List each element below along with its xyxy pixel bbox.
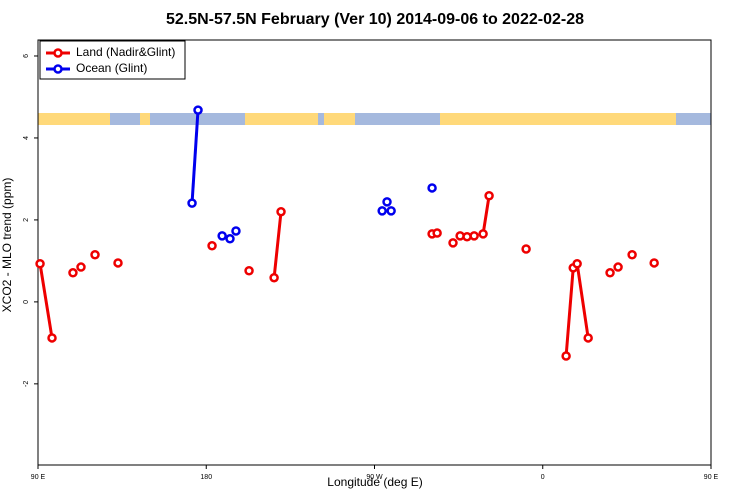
y-tick-label: 2	[23, 218, 30, 222]
legend-box	[39, 40, 186, 80]
point	[521, 244, 531, 254]
legend-marker	[53, 64, 63, 74]
x-tick-label: 90 E	[704, 474, 719, 481]
point	[225, 234, 235, 244]
point	[187, 198, 197, 208]
point	[561, 351, 571, 361]
point	[90, 250, 100, 260]
y-tick-label: 6	[23, 54, 30, 58]
point	[627, 250, 637, 260]
legend-label: Land (Nadir&Glint)	[76, 45, 175, 59]
point	[605, 268, 615, 278]
chart-title: 52.5N-57.5N February (Ver 10) 2014-09-06…	[166, 11, 584, 28]
point	[478, 229, 488, 239]
point	[484, 190, 494, 201]
point	[68, 268, 78, 278]
point	[231, 226, 241, 236]
point	[113, 258, 123, 268]
point	[649, 258, 659, 268]
legend-label: Ocean (Glint)	[76, 61, 147, 75]
x-tick-label: 90 W	[366, 474, 383, 481]
point	[276, 206, 286, 217]
point	[217, 231, 227, 241]
point	[244, 265, 254, 276]
series-line	[40, 196, 654, 356]
y-tick-label: 0	[23, 300, 30, 304]
x-axis-label: Longitude (deg E)	[327, 475, 422, 489]
point	[269, 272, 279, 283]
point	[583, 333, 593, 343]
point	[76, 262, 86, 272]
point	[207, 240, 217, 251]
y-tick-label: -2	[23, 381, 30, 387]
point	[572, 259, 582, 269]
point	[382, 197, 392, 207]
point	[386, 206, 396, 216]
x-tick-label: 0	[541, 474, 545, 481]
plot-frame	[37, 39, 712, 466]
y-axis-label: XCO2 - MLO trend (ppm)	[0, 178, 14, 313]
point	[448, 238, 458, 248]
point	[377, 206, 387, 216]
legend-marker	[53, 48, 63, 58]
point	[193, 105, 203, 115]
point	[35, 259, 45, 269]
point	[427, 183, 437, 193]
point	[47, 333, 57, 343]
y-tick-label: 4	[23, 136, 30, 140]
point	[432, 228, 442, 238]
land-ocean-strip	[38, 113, 711, 125]
point	[613, 262, 623, 272]
x-tick-label: 180	[200, 474, 212, 481]
x-tick-label: 90 E	[31, 474, 46, 481]
point	[469, 231, 479, 241]
